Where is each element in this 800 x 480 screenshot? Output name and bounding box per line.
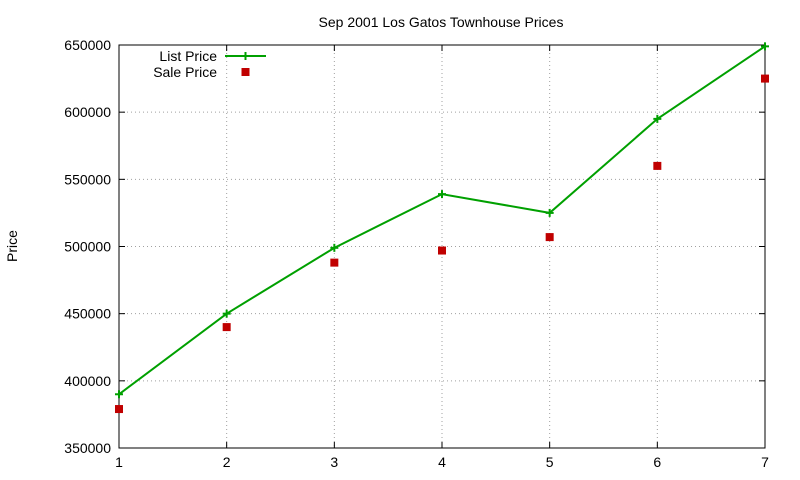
series-line	[118, 45, 766, 396]
y-tick-label: 550000	[64, 171, 111, 187]
y-tick-label: 400000	[64, 373, 111, 389]
chart-title: Sep 2001 Los Gatos Townhouse Prices	[319, 14, 564, 30]
data-point	[115, 390, 123, 399]
x-tick-label: 5	[546, 454, 554, 470]
data-point	[222, 323, 231, 332]
data-point	[761, 74, 769, 83]
x-tick-label: 7	[761, 454, 769, 470]
y-tick-label: 350000	[64, 440, 111, 456]
y-tick-label: 600000	[64, 104, 111, 120]
legend-label: List Price	[159, 48, 217, 64]
data-point	[330, 258, 339, 267]
data-point	[545, 233, 554, 242]
axis-ticks: 1 2 3 4 5 6 7 350000 400000 450000 500000 550000 600…	[64, 37, 769, 470]
legend-label: Sale Price	[153, 64, 217, 80]
data-point	[330, 243, 339, 252]
data-point	[653, 114, 662, 123]
series-list-price	[115, 42, 769, 399]
x-tick-label: 3	[330, 454, 338, 470]
data-point	[761, 42, 769, 51]
y-tick-label: 650000	[64, 37, 111, 53]
x-tick-label: 6	[653, 454, 661, 470]
data-point	[438, 190, 446, 199]
data-point	[545, 208, 554, 217]
y-tick-label: 500000	[64, 239, 111, 255]
data-point	[222, 309, 231, 318]
data-point	[653, 161, 662, 170]
data-point	[438, 246, 446, 255]
series	[115, 42, 769, 414]
data-point	[115, 405, 123, 414]
legend-marker	[241, 68, 250, 76]
legend-marker	[241, 52, 250, 60]
x-tick-label: 1	[115, 454, 123, 470]
x-tick-label: 2	[223, 454, 231, 470]
y-tick-label: 450000	[64, 306, 111, 322]
series-sale-price	[115, 74, 769, 414]
x-tick-label: 4	[438, 454, 446, 470]
grid	[119, 45, 765, 448]
y-axis-label: Price	[4, 230, 20, 262]
